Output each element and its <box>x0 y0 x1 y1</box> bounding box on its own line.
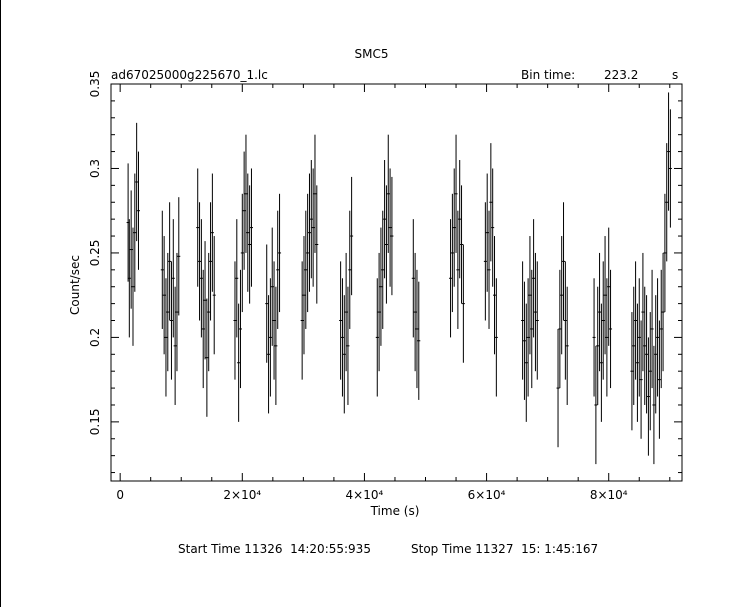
y-tick-label: 0.15 <box>88 409 102 436</box>
x-tick-label: 2×10⁴ <box>223 488 261 502</box>
x-tick-label: 4×10⁴ <box>346 488 384 502</box>
x-tick-label: 8×10⁴ <box>590 488 628 502</box>
y-tick-label: 0.25 <box>88 240 102 267</box>
y-tick-label: 0.3 <box>88 159 102 178</box>
x-tick-label: 0 <box>116 488 124 502</box>
start-time: Start Time 11326 14:20:55:935 <box>178 542 371 556</box>
y-tick-label: 0.35 <box>88 71 102 98</box>
bin-time-label: Bin time: <box>521 68 576 82</box>
window-border <box>0 0 1 607</box>
plot-frame <box>110 83 683 482</box>
x-tick-label: 6×10⁴ <box>468 488 506 502</box>
y-tick-label: 0.2 <box>88 328 102 347</box>
file-label: ad67025000g225670_1.lc <box>111 68 268 82</box>
bin-time-value: 223.2 <box>604 68 639 82</box>
bin-time-unit: s <box>672 68 679 82</box>
stop-time: Stop Time 11327 15: 1:45:167 <box>411 542 599 556</box>
x-axis-label: Time (s) <box>370 504 420 518</box>
chart-title: SMC5 <box>354 47 389 61</box>
